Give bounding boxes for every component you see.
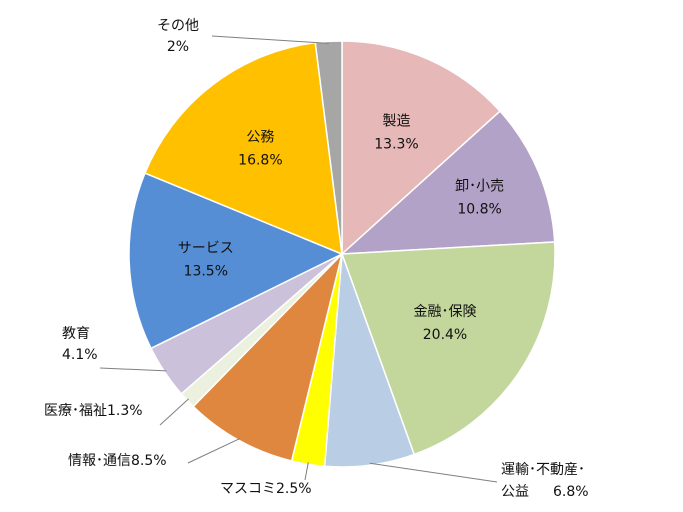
leader-line-8 xyxy=(99,367,167,372)
slice-name: その他 xyxy=(157,18,199,34)
slice-value: 16.8% xyxy=(238,153,282,169)
pie-slice-10 xyxy=(143,41,343,256)
slice-label-3: 金融･保険 20.4% xyxy=(414,304,477,343)
slice-value: 13.5% xyxy=(184,264,228,280)
slice-value: 6.8% xyxy=(553,484,589,500)
slice-value: 13.3% xyxy=(374,136,418,152)
slice-name: 医療･福祉 xyxy=(44,402,107,419)
pie-slice-1 xyxy=(341,40,502,256)
slice-name: サービス xyxy=(178,241,234,257)
slice-value: 2.5% xyxy=(276,481,312,497)
pie-slice-2 xyxy=(339,110,556,255)
slice-label-2: 卸･小売 10.8% xyxy=(455,179,504,218)
slice-name: マスコミ xyxy=(220,481,276,497)
slice-name: 公益 xyxy=(501,484,529,500)
leader-line-6 xyxy=(187,438,241,464)
slice-label-7: 医療･福祉1.3% xyxy=(44,402,143,419)
slice-name: 卸･小売 xyxy=(455,179,504,195)
slice-label-8: 教育 4.1% xyxy=(62,326,98,363)
slice-name: 製造 xyxy=(383,113,411,129)
slice-label-10: 公務 16.8% xyxy=(238,130,282,169)
slice-name: 教育 xyxy=(62,326,90,342)
slice-name: 運輸･不動産･ xyxy=(501,462,585,478)
slice-value: 20.4% xyxy=(423,327,467,343)
slice-label-5: マスコミ2.5% xyxy=(220,481,312,497)
leader-line-5 xyxy=(304,462,309,481)
slice-name: 公務 xyxy=(246,130,274,146)
leader-line-7 xyxy=(159,398,189,426)
slice-value: 8.5% xyxy=(131,453,167,469)
slice-label-11: その他 2% xyxy=(157,18,199,55)
leader-lines xyxy=(99,35,498,483)
slice-labels: 製造 13.3% 卸･小売 10.8% 金融･保険 20.4% 運輸･不動産･ 公益 6.8% マ… xyxy=(44,18,589,500)
slice-label-1: 製造 13.3% xyxy=(374,113,418,152)
leader-line-4 xyxy=(369,462,498,483)
slice-value: 4.1% xyxy=(62,347,98,363)
slice-label-9: サービス 13.5% xyxy=(178,241,234,280)
leader-line-11 xyxy=(211,35,329,44)
pie-slice-9 xyxy=(128,172,344,350)
slice-name: 金融･保険 xyxy=(414,304,477,320)
slice-name: 情報･通信 xyxy=(68,453,131,469)
slice-label-4: 運輸･不動産･ 公益 6.8% xyxy=(501,462,589,500)
pie-slice-6 xyxy=(192,251,344,462)
slice-value: 10.8% xyxy=(457,202,501,218)
slice-value: 2% xyxy=(167,39,189,55)
slice-value: 1.3% xyxy=(107,403,143,419)
slice-label-6: 情報･通信8.5% xyxy=(68,453,167,469)
